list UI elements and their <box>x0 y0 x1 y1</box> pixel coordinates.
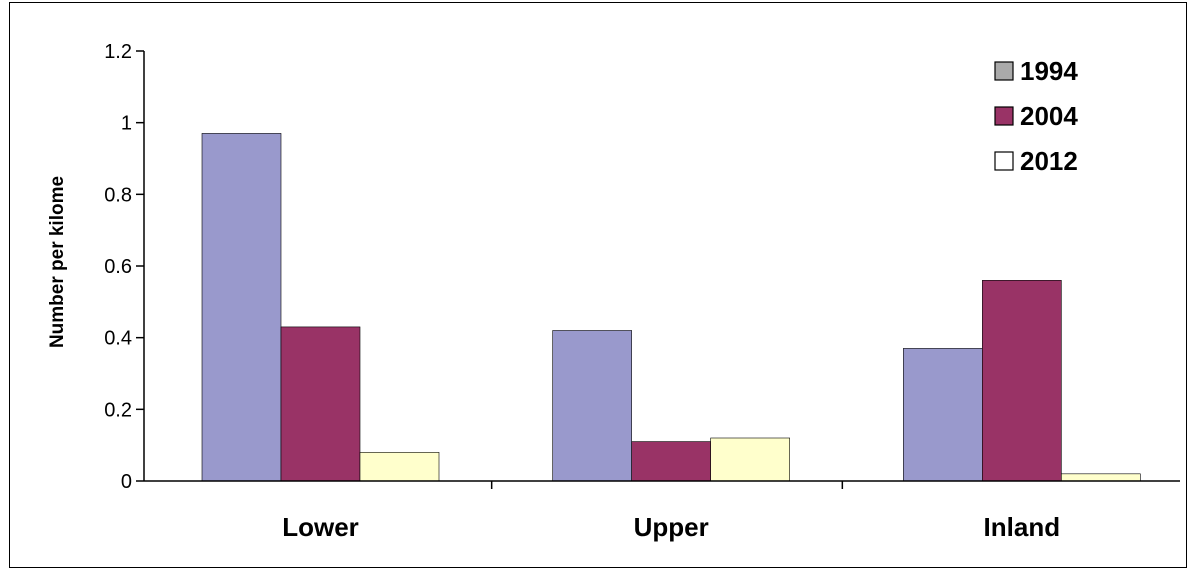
y-tick-label: 1.2 <box>104 41 132 63</box>
y-ticks: 0 0.2 0.4 0.6 0.8 1 1.2 <box>104 41 144 493</box>
x-category-label: Lower <box>282 512 359 542</box>
legend-swatch-2012 <box>994 151 1014 171</box>
legend-label-2012: 2012 <box>1020 146 1078 176</box>
y-tick-label: 0.6 <box>104 256 132 278</box>
y-tick-label: 1 <box>121 113 132 135</box>
bars-layer <box>201 133 1141 482</box>
legend-label-2004: 2004 <box>1020 101 1078 131</box>
bar-lower-1994 <box>201 133 282 482</box>
legend-swatch-2004 <box>994 106 1014 126</box>
legend: 1994 2004 2012 <box>994 56 1078 176</box>
x-categories: Lower Upper Inland <box>282 481 1060 542</box>
y-tick-label: 0.4 <box>104 328 132 350</box>
y-tick-label: 0 <box>121 471 132 493</box>
bar-upper-1994 <box>552 330 632 482</box>
bar-inland-2012 <box>1061 473 1141 482</box>
legend-label-1994: 1994 <box>1020 56 1078 86</box>
y-tick-label: 0.2 <box>104 399 132 421</box>
bar-upper-2004 <box>631 441 711 482</box>
legend-swatch-1994 <box>994 61 1014 81</box>
bar-lower-2012 <box>359 452 440 482</box>
y-tick-label: 0.8 <box>104 184 132 206</box>
bar-upper-2012 <box>710 437 790 482</box>
bar-lower-2004 <box>280 326 361 482</box>
bar-inland-1994 <box>903 348 983 482</box>
x-category-label: Upper <box>634 512 709 542</box>
bar-inland-2004 <box>982 280 1062 482</box>
y-axis-title: Number per kilome <box>47 176 68 348</box>
x-category-label: Inland <box>984 512 1061 542</box>
